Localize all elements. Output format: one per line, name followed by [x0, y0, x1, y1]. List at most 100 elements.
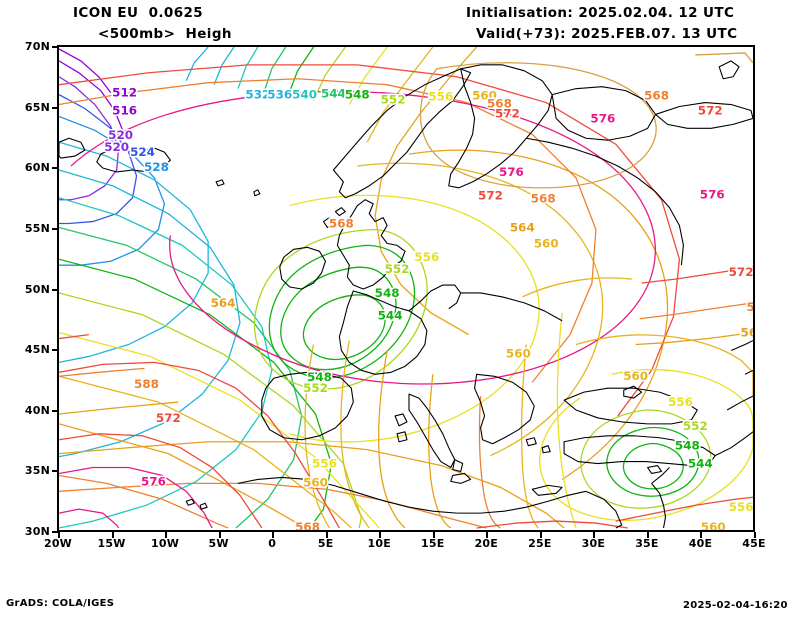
- contour-label: 572: [478, 189, 503, 203]
- longitude-tick-mark: [432, 532, 435, 538]
- contour-label: 560: [623, 369, 648, 383]
- latitude-tick-mark: [52, 106, 58, 109]
- longitude-tick-label: 10E: [367, 537, 391, 550]
- contour-label: 544: [321, 87, 346, 101]
- initialisation-time: Initialisation: 2025.02.04. 12 UTC: [466, 5, 735, 21]
- contour-label: 568: [747, 300, 753, 314]
- contour-label: 548: [307, 370, 332, 384]
- contour-label: 560: [506, 346, 531, 360]
- contour-label: 572: [156, 411, 181, 425]
- longitude-tick-mark: [539, 532, 542, 538]
- contour-label: 524: [130, 145, 155, 159]
- contour-label: 556: [668, 395, 693, 409]
- longitude-tick-label: 45E: [742, 537, 766, 550]
- longitude-tick-label: 15W: [97, 537, 126, 550]
- longitude-tick-label: 30E: [581, 537, 606, 550]
- contour-lines-group: [59, 47, 753, 529]
- latitude-tick-label: 35N: [24, 464, 50, 478]
- contour-label: 568: [329, 217, 354, 231]
- contour-label: 560: [303, 475, 328, 489]
- latitude-tick-label: 60N: [24, 161, 50, 175]
- longitude-tick-mark: [486, 532, 489, 538]
- longitude-tick-mark: [593, 532, 596, 538]
- latitude-tick-label: 70N: [24, 40, 50, 53]
- contour-label: 528: [144, 160, 169, 174]
- contour-label: 564: [510, 220, 535, 234]
- contour-label: 520: [108, 128, 133, 142]
- longitude-tick-mark: [325, 532, 328, 538]
- contour-label: 536: [267, 88, 292, 102]
- longitude-tick-mark: [111, 532, 114, 538]
- latitude-tick-label: 40N: [24, 403, 50, 417]
- longitude-tick-mark: [272, 532, 275, 538]
- model-title: ICON EU 0.0625: [73, 5, 204, 21]
- contour-label: 552: [683, 419, 708, 433]
- latitude-tick-mark: [52, 349, 58, 352]
- contour-label: 556: [414, 250, 439, 264]
- longitude-tick-mark: [218, 532, 221, 538]
- longitude-tick-mark: [754, 532, 756, 538]
- longitude-tick-label: 35E: [635, 537, 659, 550]
- contour-label: 556: [428, 90, 453, 104]
- latitude-tick-mark: [52, 46, 58, 48]
- contour-label: 564: [211, 296, 236, 310]
- longitude-tick-label: 5E: [317, 537, 334, 550]
- contour-label: 540: [292, 88, 317, 102]
- latitude-tick-mark: [52, 531, 58, 533]
- latitude-tick-mark: [52, 167, 58, 170]
- longitude-tick-label: 10W: [151, 537, 180, 550]
- latitude-tick-label: 30N: [24, 525, 50, 538]
- longitude-tick-label: 40E: [688, 537, 713, 550]
- contour-label: 532: [245, 88, 270, 102]
- contour-label: 564: [741, 326, 753, 340]
- longitude-tick-mark: [646, 532, 649, 538]
- latitude-tick-label: 45N: [24, 343, 50, 357]
- contour-label: 552: [381, 93, 406, 107]
- valid-time: Valid(+73): 2025.FEB.07. 13 UTC: [476, 26, 738, 42]
- latitude-tick-mark: [52, 288, 58, 291]
- longitude-tick-mark: [165, 532, 168, 538]
- contour-label: 568: [487, 97, 512, 111]
- latitude-tick-label: 50N: [24, 282, 50, 296]
- contour-label: 560: [701, 520, 726, 530]
- contour-label: 520: [104, 140, 129, 154]
- contour-label: 572: [698, 103, 723, 117]
- longitude-tick-label: 15E: [421, 537, 445, 550]
- contour-label: 556: [729, 500, 753, 514]
- longitude-tick-label: 5W: [208, 537, 229, 550]
- contour-label: 552: [385, 262, 410, 276]
- contour-label: 548: [345, 88, 370, 102]
- contour-label: 548: [375, 286, 400, 300]
- latitude-tick-mark: [52, 409, 58, 412]
- render-timestamp: 2025-02-04-16:20: [683, 600, 788, 611]
- latitude-tick-label: 65N: [24, 100, 50, 114]
- longitude-tick-label: 0: [268, 537, 277, 550]
- contour-label: 572: [729, 265, 753, 279]
- level-title: <500mb> Heigh: [98, 26, 232, 42]
- longitude-tick-label: 20E: [474, 537, 498, 550]
- contour-label: 568: [644, 89, 669, 103]
- latitude-tick-mark: [52, 470, 58, 473]
- latitude-tick-label: 55N: [24, 221, 50, 235]
- contour-label: 576: [590, 111, 615, 125]
- contour-label: 512: [112, 86, 137, 100]
- contour-label: 560: [534, 236, 559, 250]
- coastline-outlines: [59, 60, 753, 529]
- contour-label: 576: [499, 165, 524, 179]
- contour-map-plot: 512 516 520 520 524 528 532 536 540 544 548 552 556 5…: [57, 45, 755, 532]
- contour-label: 576: [141, 474, 166, 488]
- longitude-tick-label: 20W: [43, 537, 73, 550]
- grads-credit: GrADS: COLA/IGES: [6, 598, 115, 609]
- contour-label: 544: [688, 457, 713, 471]
- latitude-tick-mark: [52, 227, 58, 230]
- longitude-tick-mark: [379, 532, 382, 538]
- contour-label: 568: [295, 520, 320, 530]
- contour-label: 560: [472, 89, 497, 103]
- contour-label: 516: [112, 103, 137, 117]
- contour-label: 544: [378, 309, 403, 323]
- contour-label: 572: [495, 106, 520, 120]
- contour-label: 552: [303, 381, 328, 395]
- contour-label: 568: [589, 528, 614, 530]
